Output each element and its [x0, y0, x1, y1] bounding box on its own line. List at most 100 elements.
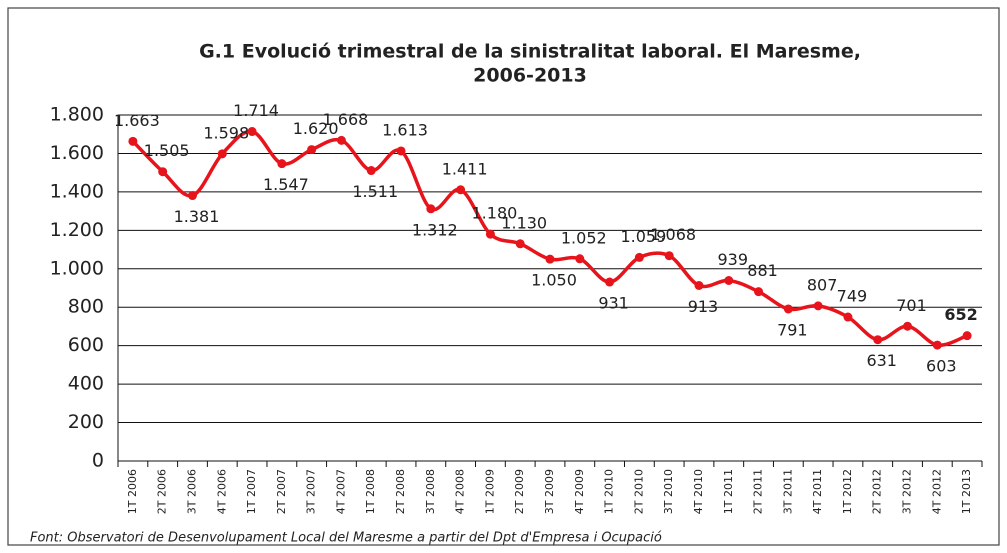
data-label: 931	[598, 294, 629, 313]
data-point	[158, 167, 168, 177]
data-point	[128, 136, 138, 146]
x-tick-label: 3T 2010	[662, 469, 675, 514]
y-tick-label: 1.000	[50, 257, 104, 279]
data-point	[664, 251, 674, 261]
data-label: 791	[777, 320, 808, 339]
data-point	[754, 287, 764, 297]
data-label: 1.511	[352, 182, 398, 201]
x-tick-label: 3T 2009	[543, 469, 556, 514]
data-label: 1.547	[263, 175, 309, 194]
data-point	[962, 331, 972, 341]
data-label: 1.052	[561, 228, 607, 247]
y-tick-label: 1.200	[50, 219, 104, 241]
y-tick-label: 0	[92, 450, 104, 472]
x-tick-label: 2T 2011	[752, 469, 765, 514]
data-label: 881	[747, 261, 778, 280]
data-point	[783, 304, 793, 314]
data-point	[873, 335, 883, 345]
x-tick-label: 2T 2012	[871, 469, 884, 514]
x-tick-label: 4T 2012	[930, 469, 943, 514]
data-label: 701	[896, 296, 927, 315]
data-point	[605, 277, 615, 287]
data-label: 1.180	[472, 204, 518, 223]
x-tick-label: 1T 2009	[483, 469, 496, 514]
data-point	[634, 252, 644, 262]
x-tick-label: 4T 2010	[692, 469, 705, 514]
x-tick-label: 3T 2008	[424, 469, 437, 514]
chart-border	[7, 7, 1000, 546]
data-label: 939	[717, 250, 748, 269]
data-label: 1.381	[174, 207, 220, 226]
data-label: 1.505	[144, 141, 190, 160]
x-tick-label: 2T 2007	[275, 469, 288, 514]
data-label: 1.411	[442, 159, 488, 178]
data-label: 1.598	[203, 123, 249, 142]
data-label: 603	[926, 357, 957, 376]
y-tick-label: 1.800	[50, 104, 104, 126]
y-tick-label: 1.600	[50, 142, 104, 164]
data-label: 1.130	[501, 213, 547, 232]
data-label: 652	[944, 305, 977, 324]
data-point	[307, 145, 317, 155]
data-point	[903, 321, 913, 331]
data-label: 807	[807, 275, 838, 294]
x-tick-label: 3T 2007	[305, 469, 318, 514]
data-point	[575, 254, 585, 264]
data-point	[277, 159, 287, 169]
data-point	[724, 276, 734, 286]
data-point	[515, 239, 525, 249]
x-tick-label: 4T 2006	[215, 469, 228, 514]
x-tick-label: 3T 2012	[901, 469, 914, 514]
y-tick-label: 600	[68, 334, 104, 356]
data-label: 1.663	[114, 111, 160, 130]
x-tick-label: 2T 2008	[394, 469, 407, 514]
data-point	[247, 127, 257, 137]
x-tick-label: 1T 2011	[722, 469, 735, 514]
data-label: 913	[688, 297, 719, 316]
data-point	[396, 146, 406, 156]
data-point	[336, 135, 346, 145]
x-tick-label: 4T 2008	[454, 469, 467, 514]
x-tick-label: 3T 2011	[781, 469, 794, 514]
data-label: 1.312	[412, 220, 458, 239]
x-tick-label: 3T 2006	[185, 469, 198, 514]
chart-title: 2006-2013	[473, 65, 587, 87]
x-tick-label: 1T 2013	[960, 469, 973, 514]
data-point	[545, 254, 555, 264]
x-tick-label: 1T 2008	[364, 469, 377, 514]
y-tick-label: 200	[68, 411, 104, 433]
data-label: 1.668	[323, 110, 369, 129]
data-point	[932, 340, 942, 350]
x-tick-label: 1T 2010	[603, 469, 616, 514]
x-tick-label: 1T 2012	[841, 469, 854, 514]
y-tick-label: 1.400	[50, 180, 104, 202]
data-point	[456, 185, 466, 195]
data-point	[426, 204, 436, 214]
y-tick-label: 800	[68, 296, 104, 318]
x-tick-label: 4T 2009	[573, 469, 586, 514]
data-label: 1.050	[531, 271, 577, 290]
data-label: 1.613	[382, 120, 428, 139]
data-point	[366, 166, 376, 176]
data-label: 1.620	[293, 119, 339, 138]
data-label: 631	[866, 351, 897, 370]
x-tick-label: 1T 2007	[245, 469, 258, 514]
x-tick-label: 2T 2006	[156, 469, 169, 514]
x-tick-label: 4T 2011	[811, 469, 824, 514]
data-point	[694, 281, 704, 291]
data-point	[843, 312, 853, 322]
data-point	[217, 149, 227, 159]
data-label: 1.059	[620, 227, 666, 246]
x-tick-label: 2T 2010	[632, 469, 645, 514]
data-label: 1.714	[233, 101, 279, 120]
x-tick-label: 2T 2009	[513, 469, 526, 514]
data-point	[187, 191, 197, 201]
x-tick-label: 1T 2006	[126, 469, 139, 514]
source-note: Font: Observatori de Desenvolupament Loc…	[30, 531, 662, 546]
data-label: 749	[837, 287, 868, 306]
data-point	[813, 301, 823, 311]
data-point	[485, 229, 495, 239]
x-tick-label: 4T 2007	[334, 469, 347, 514]
data-label: 1.068	[650, 225, 696, 244]
